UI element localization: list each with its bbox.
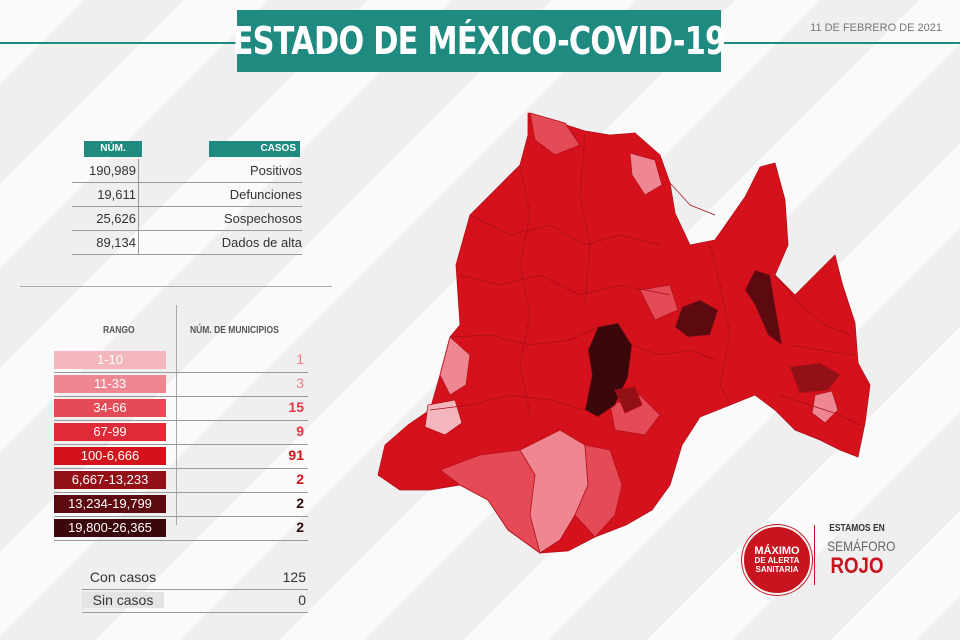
range-swatch: 6,667-13,233 xyxy=(54,471,166,489)
page-title: ESTADO DE MÉXICO-COVID-19 xyxy=(232,19,727,63)
range-count: 1 xyxy=(296,351,304,367)
range-row: 100-6,666 91 xyxy=(54,445,308,469)
without-cases-value: 0 xyxy=(298,592,306,608)
cases-label: Dados de alta xyxy=(221,235,302,250)
alert-text-line2: SEMÁFORO xyxy=(827,538,896,554)
range-swatch: 100-6,666 xyxy=(54,447,166,465)
alert-badge-line3: SANITARIA xyxy=(755,564,799,574)
col-municipalities-header: NÚM. DE MUNICIPIOS xyxy=(190,325,279,336)
cases-row: 19,611 Defunciones xyxy=(72,183,302,207)
range-row: 11-33 3 xyxy=(54,373,308,397)
cases-row: 89,134 Dados de alta xyxy=(72,231,302,255)
col-num-header: NÚM. xyxy=(84,141,142,157)
range-count: 2 xyxy=(296,495,304,511)
cases-value: 25,626 xyxy=(96,211,136,226)
summary-row-without-cases: Sin casos 0 xyxy=(82,590,308,613)
cases-value: 190,989 xyxy=(89,163,136,178)
map-region-dark-3 xyxy=(744,269,783,346)
alert-text: ESTAMOS EN SEMÁFORO ROJO xyxy=(822,523,896,579)
summary-row-with-cases: Con casos 125 xyxy=(82,567,308,590)
map-region-s2 xyxy=(574,444,623,538)
alert-badge-line1: MÁXIMO xyxy=(754,544,800,557)
range-swatch: 34-66 xyxy=(54,399,166,417)
with-cases-label: Con casos xyxy=(89,569,157,585)
alert-badge-line2: DE ALERTA xyxy=(754,555,800,565)
range-count: 91 xyxy=(288,447,304,463)
cases-value: 89,134 xyxy=(96,235,136,250)
map-region-w-light xyxy=(424,399,463,436)
alert-text-line3: ROJO xyxy=(830,553,884,578)
range-row: 19,800-26,365 2 xyxy=(54,517,308,541)
range-count: 15 xyxy=(288,399,304,415)
map-region-ne-light xyxy=(629,152,663,196)
map-region-dark-2 xyxy=(674,299,719,338)
map-region-center-light xyxy=(639,284,679,321)
range-row: 1-10 1 xyxy=(54,349,308,373)
cases-label: Sospechosos xyxy=(223,211,302,226)
range-row: 13,234-19,799 2 xyxy=(54,493,308,517)
map-region-dark-5 xyxy=(789,362,841,394)
summary-table: Con casos 125 Sin casos 0 xyxy=(82,567,308,613)
range-count: 2 xyxy=(296,519,304,535)
cases-label: Positivos xyxy=(249,163,302,178)
legend-divider xyxy=(176,305,177,525)
section-divider xyxy=(20,286,332,287)
range-swatch: 19,800-26,365 xyxy=(54,519,166,537)
map-region-se-light xyxy=(811,390,839,424)
range-count: 3 xyxy=(296,375,304,391)
report-date: 11 DE FEBRERO DE 2021 xyxy=(810,22,942,34)
cases-row: 190,989 Positivos xyxy=(72,159,302,183)
alert-separator xyxy=(814,525,815,585)
cases-label: Defunciones xyxy=(229,187,302,202)
col-range-header: RANGO xyxy=(103,325,135,336)
range-swatch: 1-10 xyxy=(54,351,166,369)
map-region-s xyxy=(519,429,589,554)
range-swatch: 67-99 xyxy=(54,423,166,441)
alert-badge: MÁXIMO DE ALERTA SANITARIA xyxy=(742,525,812,595)
municipality-map xyxy=(377,112,871,554)
range-legend: 1-10 1 11-33 3 34-66 15 67-99 9 100-6,666 91 6,667… xyxy=(54,349,308,541)
alert-text-line1: ESTAMOS EN xyxy=(829,523,885,534)
cases-table-header: NÚM. CASOS xyxy=(72,141,302,159)
map-region-w2 xyxy=(439,336,471,396)
range-swatch: 13,234-19,799 xyxy=(54,495,166,513)
title-banner: ESTADO DE MÉXICO-COVID-19 xyxy=(233,10,726,72)
col-cases-header: CASOS xyxy=(209,141,300,157)
range-swatch: 11-33 xyxy=(54,375,166,393)
cases-row: 25,626 Sospechosos xyxy=(72,207,302,231)
range-count: 9 xyxy=(296,423,304,439)
with-cases-value: 125 xyxy=(282,569,306,585)
map-region-dark-4 xyxy=(614,386,643,414)
cases-value: 19,611 xyxy=(97,187,136,202)
without-cases-label: Sin casos xyxy=(82,592,164,608)
range-row: 6,667-13,233 2 xyxy=(54,469,308,493)
range-row: 34-66 15 xyxy=(54,397,308,421)
range-row: 67-99 9 xyxy=(54,421,308,445)
cases-table: NÚM. CASOS 190,989 Positivos 19,611 Defu… xyxy=(72,141,302,255)
range-count: 2 xyxy=(296,471,304,487)
map-region-n-light xyxy=(529,112,581,156)
